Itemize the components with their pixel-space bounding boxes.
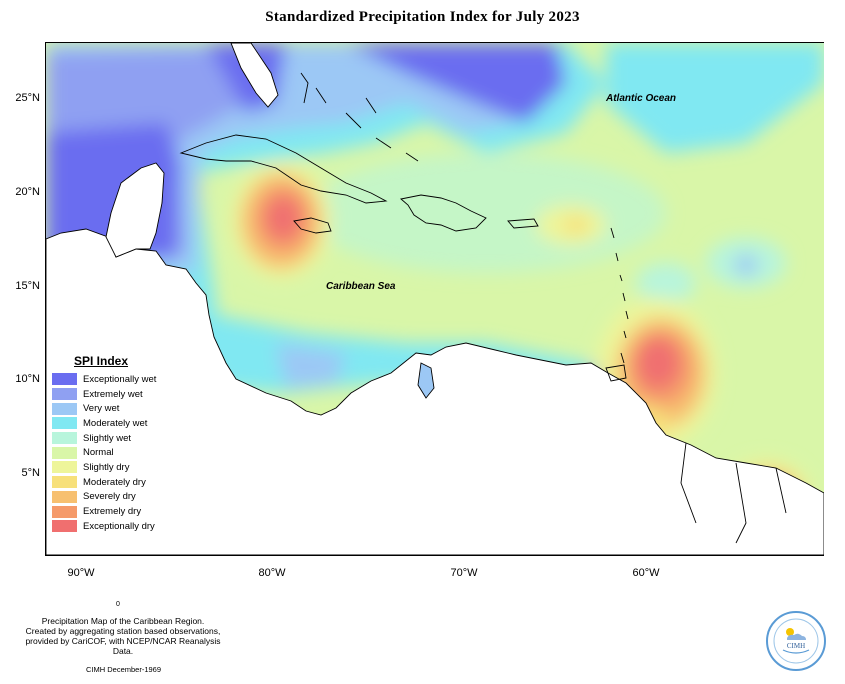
legend-label: Exceptionally wet [83, 373, 157, 385]
legend-item: Slightly wet [52, 431, 172, 446]
legend-swatch [52, 432, 77, 445]
map-canvas [46, 43, 824, 555]
legend-label: Severely dry [83, 491, 136, 503]
legend-item: Severely dry [52, 490, 172, 505]
legend-label: Moderately dry [83, 476, 146, 488]
legend-swatch [52, 476, 77, 489]
lat-label-20n: 20°N [15, 186, 40, 198]
legend-label: Extremely dry [83, 506, 142, 518]
legend-label: Very wet [83, 403, 120, 415]
lon-label-70w: 70°W [450, 567, 478, 579]
lon-label-60w: 60°W [632, 567, 660, 579]
legend-swatch [52, 490, 77, 503]
sun-cloud-icon: CIMH [766, 611, 826, 671]
legend-swatch [52, 402, 77, 415]
footer-tick: 0 [116, 601, 120, 608]
legend-swatch [52, 461, 77, 474]
legend-label: Extremely wet [83, 388, 143, 400]
legend-title: SPI Index [74, 354, 129, 368]
legend-item: Exceptionally wet [52, 372, 172, 387]
legend-item: Moderately dry [52, 475, 172, 490]
lat-label-15n: 15°N [15, 280, 40, 292]
map-footer: Precipitation Map of the Caribbean Regio… [18, 616, 228, 656]
legend-label: Exceptionally dry [83, 520, 155, 532]
lon-label-80w: 80°W [258, 567, 286, 579]
lon-label-90w: 90°W [67, 567, 95, 579]
land-outlines [46, 43, 824, 555]
spi-legend: SPI Index Exceptionally wet Extremely wet… [52, 354, 172, 534]
lat-label-5n: 5°N [21, 467, 40, 479]
atlantic-ocean-label: Atlantic Ocean [606, 93, 677, 104]
legend-item: Extremely wet [52, 387, 172, 402]
footer-line-1: Precipitation Map of the Caribbean Regio… [41, 616, 205, 626]
legend-swatch [52, 417, 77, 430]
footer-date: CIMH December-1969 [86, 665, 162, 674]
legend-item: Exceptionally dry [52, 519, 172, 534]
lat-label-10n: 10°N [15, 373, 40, 385]
legend-item: Slightly dry [52, 460, 172, 475]
legend-swatch [52, 505, 77, 518]
logo-text: CIMH [787, 642, 805, 650]
legend-item: Moderately wet [52, 416, 172, 431]
legend-swatch [52, 373, 77, 386]
legend-swatch [52, 520, 77, 533]
legend-label: Slightly wet [83, 432, 132, 444]
legend-swatch [52, 446, 77, 459]
legend-label: Slightly dry [83, 461, 130, 473]
legend-swatch [52, 388, 77, 401]
legend-item: Extremely dry [52, 504, 172, 519]
footer-line-3: provided by CariCOF, with NCEP/NCAR Rean… [25, 636, 221, 656]
legend-item: Very wet [52, 401, 172, 416]
cimh-logo: CIMH [765, 610, 827, 672]
map-title: Standardized Precipitation Index for Jul… [265, 9, 580, 25]
caribbean-sea-label: Caribbean Sea [326, 281, 396, 292]
footer-line-2: Created by aggregating station based obs… [25, 626, 221, 636]
legend-rows: Exceptionally wet Extremely wet Very wet Mo… [52, 372, 172, 534]
legend-label: Normal [83, 447, 114, 459]
legend-item: Normal [52, 445, 172, 460]
spi-map [45, 42, 824, 556]
spi-field [46, 43, 824, 555]
legend-label: Moderately wet [83, 417, 148, 429]
lat-label-25n: 25°N [15, 92, 40, 104]
